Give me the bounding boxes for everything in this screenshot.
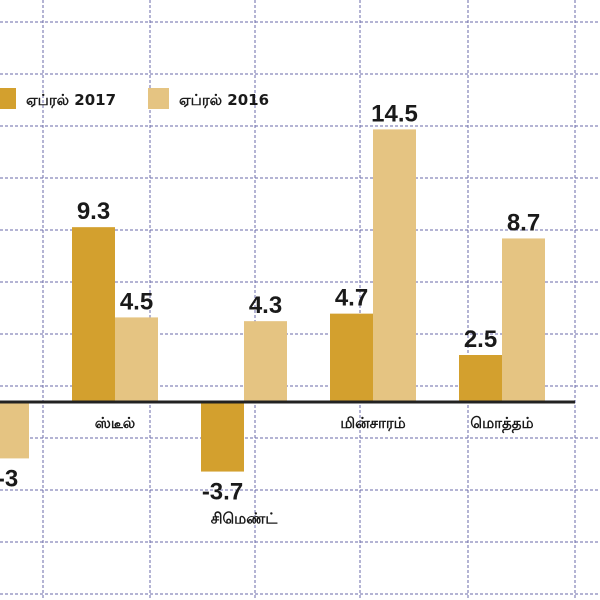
bar [0, 402, 29, 459]
data-label: 2.5 [464, 326, 497, 353]
bar [459, 355, 502, 402]
data-label: 9.3 [77, 198, 110, 225]
category-label: ஸ்டீல் [95, 414, 136, 432]
legend-label: ஏப்ரல் 2017 [26, 91, 116, 109]
data-label: -3 [0, 465, 18, 492]
category-label: மின்சாரம் [340, 414, 405, 432]
bar [373, 129, 416, 402]
data-label: -3.7 [202, 479, 243, 506]
bar [502, 238, 545, 402]
bar [330, 313, 373, 402]
legend-swatch [0, 88, 16, 109]
bar [115, 317, 158, 402]
bar [72, 227, 115, 402]
bar [201, 402, 244, 472]
category-label: சிமெண்ட் [211, 510, 279, 528]
legend-label: ஏப்ரல் 2016 [179, 91, 269, 109]
data-label: 4.3 [249, 292, 282, 319]
data-label: 14.5 [371, 100, 418, 127]
category-label: மொத்தம் [470, 414, 533, 433]
legend-swatch [148, 88, 169, 109]
data-label: 8.7 [507, 209, 540, 236]
data-label: 4.5 [120, 288, 153, 315]
data-label: 4.7 [335, 285, 368, 312]
bar [244, 321, 287, 402]
